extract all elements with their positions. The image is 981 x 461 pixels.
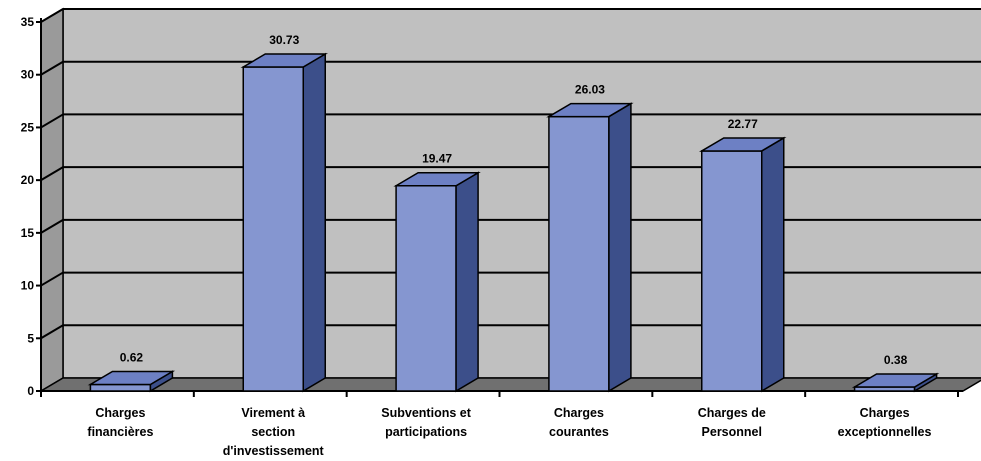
- floor: [38, 377, 981, 392]
- bar: [699, 136, 787, 393]
- bar-side: [761, 136, 785, 393]
- y-tick-label: 5: [27, 331, 34, 345]
- x-tick-label-line: Virement à: [241, 406, 305, 420]
- y-tick-label: 25: [21, 120, 35, 134]
- x-tick-label: Charges de Personnel: [698, 406, 766, 439]
- bar-side: [608, 102, 632, 393]
- back-wall: [62, 8, 981, 379]
- x-tick-label-line: Personnel: [702, 425, 762, 439]
- x-tick-label-line: Charges: [860, 406, 910, 420]
- x-tick-label-line: exceptionnelles: [838, 425, 932, 439]
- x-tick-label: Charges financières: [87, 406, 153, 439]
- bar: [240, 52, 328, 393]
- chart-walls: [38, 7, 981, 393]
- y-tick-label: 30: [21, 68, 35, 82]
- gridline-side: [40, 218, 64, 234]
- bar-top: [546, 102, 634, 118]
- x-tick-label-line: Charges de: [698, 406, 766, 420]
- bar-front: [548, 115, 610, 392]
- bar-side: [455, 171, 479, 393]
- gridline-side: [40, 60, 64, 76]
- bar: [87, 370, 176, 393]
- bar: [546, 102, 634, 393]
- x-tick-label: Virement à section d'investissement: [223, 406, 325, 458]
- bar-top: [87, 370, 176, 386]
- data-labels: 0.62 30.73 19.47 26.03 22.77 0.38: [120, 33, 908, 367]
- x-tick-label-line: section: [251, 425, 295, 439]
- data-label: 0.62: [120, 350, 144, 364]
- bars: [87, 52, 940, 393]
- x-tick-label-line: Charges: [95, 406, 145, 420]
- bar-front: [89, 383, 152, 392]
- gridline-side: [40, 324, 64, 340]
- gridline-side: [40, 113, 64, 129]
- bar-top: [393, 171, 481, 187]
- x-tick-label: Subventions et participations: [381, 406, 471, 439]
- bar-top: [851, 373, 940, 388]
- x-tick-label-line: Charges: [554, 406, 604, 420]
- y-tick-label: 0: [27, 384, 34, 398]
- x-tick-label: Charges exceptionnelles: [838, 406, 932, 439]
- bar: [851, 372, 940, 393]
- bar: [393, 171, 481, 393]
- y-tick-label: 35: [21, 15, 35, 29]
- bar-side: [302, 52, 326, 393]
- side-wall: [40, 7, 64, 393]
- gridline-side: [40, 166, 64, 182]
- bar-front: [395, 184, 457, 392]
- data-label: 19.47: [422, 152, 452, 166]
- bar-front: [242, 66, 304, 392]
- data-label: 30.73: [269, 33, 299, 47]
- x-tick-label-line: Subventions et: [381, 406, 471, 420]
- y-tick-label: 10: [21, 279, 35, 293]
- gridlines: [40, 8, 981, 340]
- x-tick-label-line: financières: [87, 425, 153, 439]
- bar-top: [240, 53, 328, 68]
- x-tick-label-line: d'investissement: [223, 444, 325, 458]
- gridline-side: [40, 271, 64, 287]
- y-axis-ticks: 0 5 10 15 20 25 30 35: [21, 15, 41, 398]
- y-tick-label: 20: [21, 173, 35, 187]
- y-tick-label: 15: [21, 226, 35, 240]
- gridline-side: [40, 8, 64, 23]
- x-tick-label: Charges courantes: [549, 406, 609, 439]
- bar-top: [699, 137, 787, 152]
- bar-front: [701, 150, 763, 392]
- data-label: 22.77: [728, 117, 758, 131]
- x-tick-label-line: courantes: [549, 425, 609, 439]
- data-label: 26.03: [575, 83, 605, 97]
- x-tick-label-line: participations: [385, 425, 467, 439]
- data-label: 0.38: [884, 353, 908, 367]
- x-axis-labels: Charges financières Virement à section d'inv…: [40, 391, 959, 458]
